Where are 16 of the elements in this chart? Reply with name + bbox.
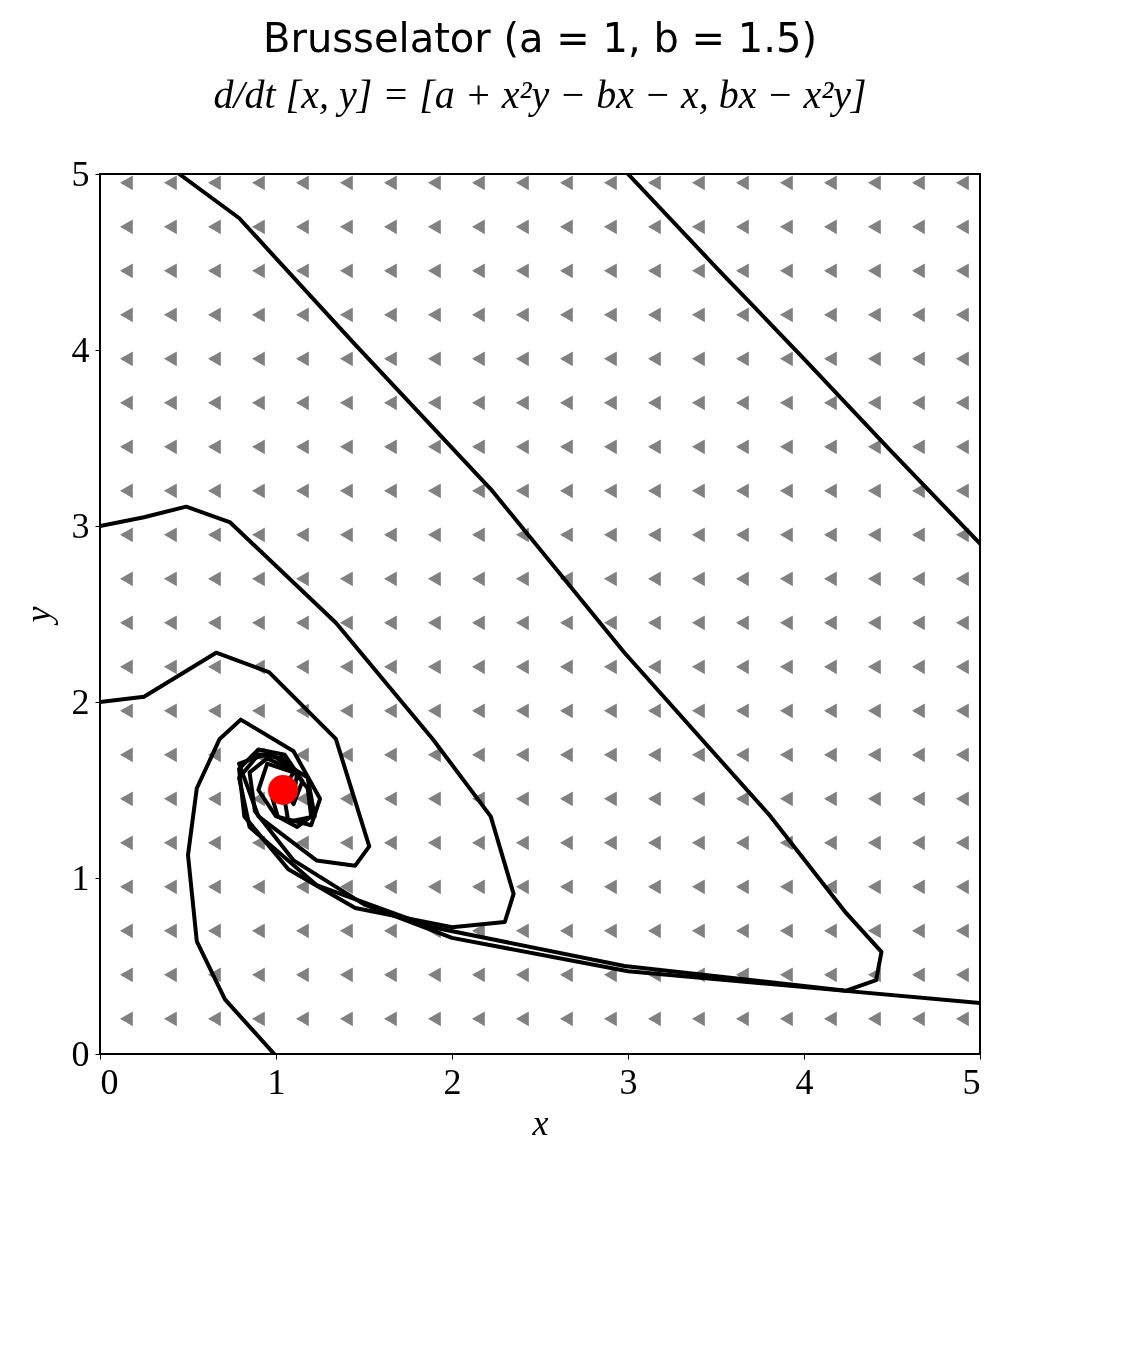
- x-tick-label: 2: [443, 1061, 462, 1102]
- y-tick-label: 3: [71, 505, 90, 546]
- y-tick-label: 1: [71, 857, 90, 898]
- y-axis-title: y: [17, 606, 58, 626]
- x-tick-label: 0: [100, 1061, 119, 1102]
- x-tick-label: 1: [267, 1061, 286, 1102]
- chart-subtitle: d/dt [x, y] = [a + x²y − bx − x, bx − x²y]: [213, 72, 867, 117]
- y-tick-label: 0: [71, 1033, 90, 1074]
- y-tick-label: 4: [71, 329, 90, 370]
- y-tick-label: 2: [71, 681, 90, 722]
- chart-title: Brusselator (a = 1, b = 1.5): [263, 15, 817, 61]
- x-tick-label: 4: [795, 1061, 814, 1102]
- x-tick-label: 5: [962, 1061, 981, 1102]
- x-axis-title: x: [531, 1102, 549, 1143]
- y-tick-label: 5: [71, 153, 90, 194]
- x-tick-label: 3: [619, 1061, 638, 1102]
